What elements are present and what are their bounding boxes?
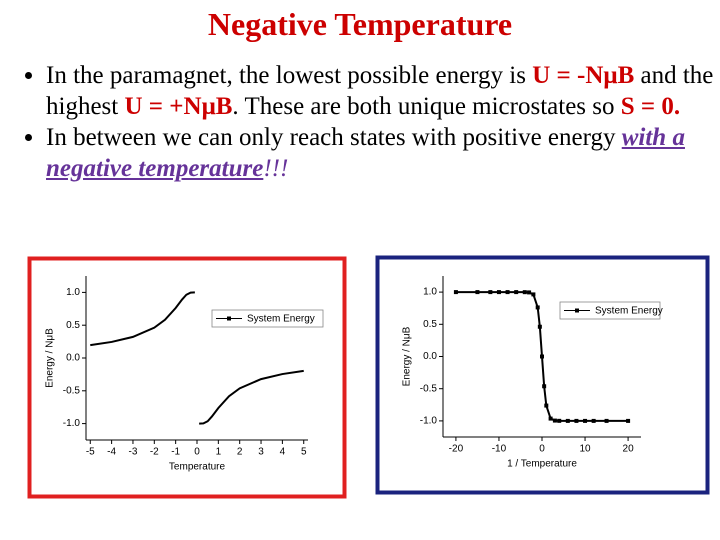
legend-marker [227,316,231,321]
y-tick-label: -1.0 [63,418,81,429]
marker [537,324,542,329]
formula: S = 0. [620,93,681,120]
marker [604,418,609,423]
y-tick-label: 1.0 [66,287,80,298]
text: . These are both unique microstates so [232,93,621,120]
y-tick-label: -0.5 [420,383,438,394]
bullet: In the paramagnet, the lowest possible e… [46,60,720,122]
x-tick-label: 1 [216,447,222,458]
legend-label: System Energy [595,306,663,317]
y-tick-label: 0.5 [423,319,437,330]
x-tick-label: -2 [150,447,159,458]
y-axis-label: Energy / NμB [402,326,413,386]
y-tick-label: 0.0 [423,351,437,362]
x-tick-label: 2 [237,447,243,458]
x-tick-label: -1 [171,447,180,458]
x-tick-label: 0 [194,447,200,458]
x-tick-label: 0 [539,444,545,455]
y-tick-label: 0.5 [66,320,80,331]
marker [591,418,596,423]
x-tick-label: -3 [129,447,138,458]
y-axis-label: Energy / NμB [45,328,56,388]
chart-frame [27,256,347,499]
marker [565,418,570,423]
x-tick-label: -10 [492,444,507,455]
x-tick-label: 5 [301,447,307,458]
emphasis: with a negative temperature [46,124,685,182]
legend-box [559,301,661,320]
marker [557,418,562,423]
slide-title: Negative Temperature [207,6,513,42]
marker [540,354,544,359]
marker [542,384,547,389]
y-tick-label: 0.0 [66,353,80,364]
legend-box [211,309,324,328]
x-tick-label: -20 [449,444,464,455]
marker [626,418,631,423]
x-tick-label: 4 [280,447,286,458]
legend-marker [575,308,579,313]
x-tick-label: 3 [258,447,264,458]
marker [453,290,458,295]
marker [527,290,532,295]
x-tick-label: 20 [623,444,635,455]
marker [574,418,579,423]
emphasis: !!! [263,155,289,182]
formula: U = -NμB [532,62,635,89]
y-tick-label: -1.0 [420,416,438,427]
chart-frame [375,255,710,495]
text: and the highest [46,62,714,120]
marker [548,416,553,421]
marker [505,290,510,295]
marker [544,403,549,408]
marker [522,290,527,295]
marker [535,305,540,310]
y-tick-label: -0.5 [63,385,81,396]
marker [531,292,536,297]
text: In the paramagnet, the lowest possible e… [46,62,533,89]
marker [583,418,588,423]
bullet: In between we can only reach states with… [46,122,720,184]
x-axis-label: 1 / Temperature [507,459,577,470]
marker [475,290,480,295]
marker [496,290,501,295]
x-tick-label: -4 [107,447,116,458]
marker [514,290,519,295]
legend-label: System Energy [247,314,315,325]
x-tick-label: 10 [579,444,591,455]
x-axis-label: Temperature [169,462,226,473]
x-tick-label: -5 [86,447,95,458]
marker [488,290,493,295]
text: In between we can only reach states with… [46,124,622,151]
y-tick-label: 1.0 [423,287,437,298]
bullet-list: In the paramagnet, the lowest possible e… [18,60,720,184]
series-line [90,291,304,425]
formula: U = +NμB [124,93,233,120]
marker [552,418,557,423]
